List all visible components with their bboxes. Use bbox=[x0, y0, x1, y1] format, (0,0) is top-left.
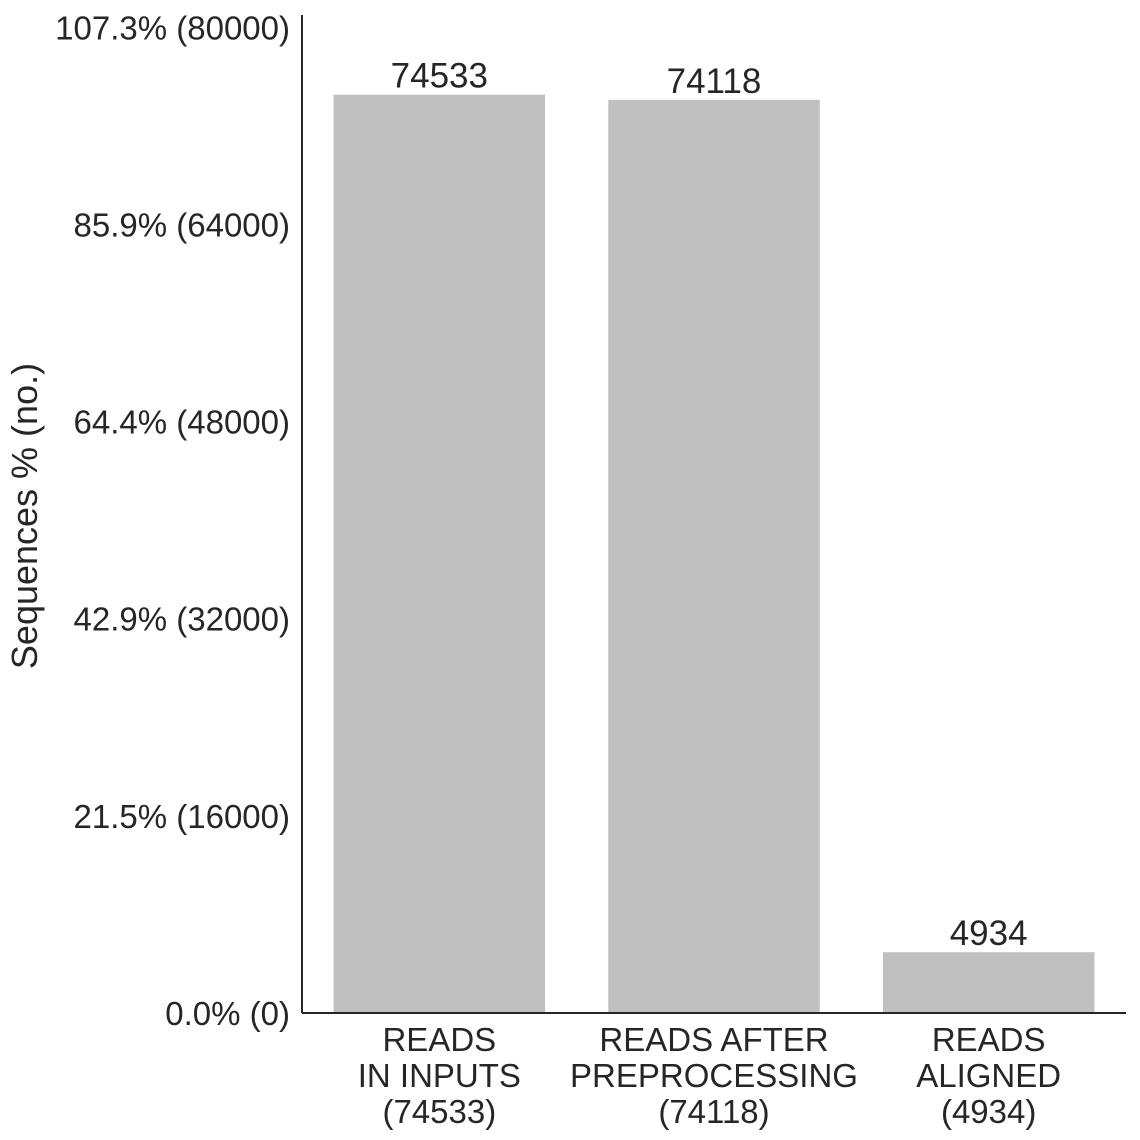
x-tick-label-line: (4934) bbox=[941, 1093, 1036, 1130]
y-tick-label: 0.0% (0) bbox=[165, 995, 290, 1032]
y-tick-label: 85.9% (64000) bbox=[74, 206, 290, 243]
x-tick-label: READS ALIGNED (4934) bbox=[916, 1021, 1061, 1130]
bar bbox=[882, 952, 1095, 1013]
bar-value-label: 74118 bbox=[667, 62, 762, 101]
y-tick-label: 21.5% (16000) bbox=[74, 798, 290, 835]
x-tick-labels-group: READS IN INPUTS (74533)READS AFTER PREPROCE… bbox=[358, 1021, 1061, 1130]
x-tick-label: READS AFTER PREPROCESSING (74118) bbox=[570, 1021, 858, 1130]
x-tick-label-line: READS AFTER bbox=[599, 1021, 828, 1058]
x-tick-label-line: (74118) bbox=[658, 1093, 769, 1130]
y-tick-label: 107.3% (80000) bbox=[55, 9, 290, 46]
x-tick-label-line: (74533) bbox=[382, 1093, 496, 1130]
bar-value-label: 74533 bbox=[391, 57, 488, 96]
x-tick-label: READS IN INPUTS (74533) bbox=[358, 1021, 521, 1130]
y-tick-label: 42.9% (32000) bbox=[74, 601, 290, 638]
x-tick-label-line: READS bbox=[382, 1021, 496, 1058]
axes-group bbox=[301, 15, 1126, 1014]
x-tick-label-line: ALIGNED bbox=[916, 1057, 1061, 1094]
bar-value-label: 4934 bbox=[950, 914, 1028, 953]
value-labels-group: 74533 74118 4934 bbox=[391, 57, 1028, 954]
y-axis-title: Sequences % (no.) bbox=[4, 363, 45, 669]
x-tick-label-line: IN INPUTS bbox=[358, 1057, 521, 1094]
bar bbox=[608, 99, 820, 1014]
y-tick-label: 64.4% (48000) bbox=[74, 404, 290, 441]
y-tick-labels-group: 0.0% (0) 21.5% (16000) 42.9% (32000) 64.4% … bbox=[55, 9, 290, 1032]
bars-group bbox=[333, 94, 1095, 1014]
x-tick-label-line: READS bbox=[932, 1021, 1046, 1058]
bar bbox=[333, 94, 546, 1014]
x-tick-label-line: PREPROCESSING bbox=[570, 1057, 858, 1094]
